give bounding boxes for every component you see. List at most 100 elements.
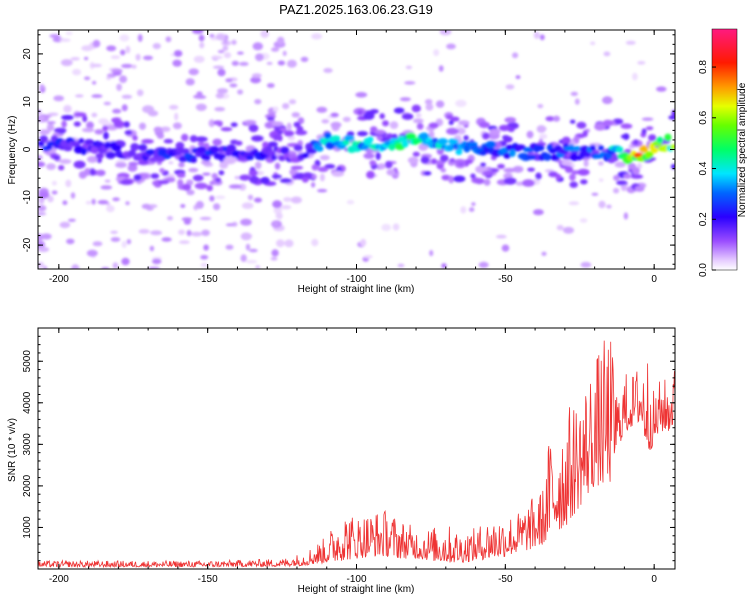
noise-cell: [137, 34, 143, 42]
noise-cell: [238, 183, 247, 191]
noise-cell: [225, 78, 233, 83]
ridge-cell: [323, 132, 332, 139]
band-cell: [431, 158, 437, 165]
ridge-cell: [190, 158, 197, 163]
ridge-cell: [270, 154, 278, 161]
band-cell: [139, 122, 146, 130]
band-cell: [632, 167, 640, 175]
band-cell: [124, 130, 133, 136]
noise-cell: [239, 61, 249, 66]
band-cell: [527, 167, 535, 172]
noise-cell: [249, 248, 258, 253]
ridge-cell: [639, 145, 649, 153]
band-cell: [420, 156, 430, 164]
y-tick-label: 10: [22, 96, 33, 108]
noise-cell: [217, 88, 228, 94]
noise-cell: [570, 91, 578, 96]
noise-cell: [92, 39, 101, 48]
noise-cell: [178, 162, 185, 168]
noise-cell: [211, 55, 223, 60]
colorbar-tick-label: 0.0: [698, 263, 709, 277]
noise-cell: [121, 240, 127, 249]
ridge-cell: [669, 144, 675, 150]
band-cell: [211, 173, 218, 179]
noise-cell: [174, 112, 179, 121]
noise-cell: [266, 83, 275, 88]
noise-cell: [316, 106, 328, 113]
band-cell: [248, 170, 259, 176]
noise-cell: [598, 200, 606, 209]
band-cell: [536, 125, 546, 133]
noise-cell: [110, 237, 121, 242]
noise-cell: [141, 203, 151, 209]
noise-cell: [125, 45, 131, 54]
noise-cell: [97, 200, 109, 205]
x-tick-label: -100: [346, 574, 366, 585]
band-cell: [504, 117, 517, 123]
noise-cell: [111, 68, 123, 74]
noise-cell: [152, 43, 161, 50]
band-cell: [172, 122, 182, 130]
noise-cell: [90, 63, 102, 68]
noise-cell: [112, 108, 122, 114]
colorbar-tick-label: 0.2: [698, 212, 709, 226]
noise-cell: [346, 200, 355, 205]
x-tick-label: -50: [498, 574, 513, 585]
noise-cell: [168, 161, 174, 165]
x-tick-label: -200: [49, 274, 69, 285]
noise-cell: [515, 75, 521, 79]
noise-cell: [203, 244, 209, 251]
noise-cell: [196, 95, 207, 99]
band-cell: [73, 160, 86, 169]
ridge-cell: [90, 146, 99, 154]
band-cell: [369, 109, 379, 114]
ridge-cell: [485, 140, 497, 149]
noise-cell: [317, 189, 328, 193]
y-tick-label: -10: [22, 190, 33, 205]
band-cell: [634, 185, 645, 192]
band-cell: [286, 122, 292, 131]
noise-cell: [511, 52, 519, 59]
ridge-cell: [315, 145, 324, 152]
snr-y-ticks: 1000 2000 3000 4000 5000: [22, 335, 675, 562]
ridge-cell: [306, 147, 317, 154]
band-cell: [82, 127, 95, 133]
ridge-cell: [584, 152, 591, 158]
ridge-cell: [479, 150, 487, 156]
band-cell: [197, 141, 205, 147]
band-cell: [412, 151, 420, 157]
band-cell: [212, 138, 222, 146]
band-cell: [330, 121, 342, 128]
ridge-cell: [138, 143, 148, 152]
noise-cell: [254, 161, 262, 170]
noise-cell: [148, 266, 160, 269]
band-cell: [416, 123, 424, 130]
ridge-cell: [203, 155, 211, 161]
ridge-cell: [661, 144, 669, 152]
spectrogram-cells: [38, 30, 675, 269]
ridge-cell: [597, 145, 605, 151]
band-cell: [440, 167, 447, 173]
noise-cell: [208, 119, 215, 128]
colorbar-tick-label: 0.6: [698, 110, 709, 124]
ridge-cell: [160, 149, 169, 155]
noise-cell: [173, 50, 183, 57]
band-cell: [271, 121, 284, 127]
ridge-cell: [104, 141, 112, 149]
noise-cell: [94, 129, 104, 135]
noise-cell: [505, 84, 515, 90]
band-cell: [160, 126, 171, 132]
noise-cell: [53, 95, 65, 102]
noise-cell: [131, 64, 137, 69]
noise-cell: [213, 203, 221, 211]
noise-cell: [590, 41, 596, 46]
noise-cell: [199, 42, 205, 49]
noise-cell: [110, 230, 118, 234]
band-cell: [598, 161, 604, 166]
noise-cell: [537, 104, 544, 109]
noise-cell: [568, 201, 580, 206]
noise-cell: [237, 51, 244, 55]
ridge-cell: [664, 133, 672, 142]
x-tick-label: 0: [651, 274, 657, 285]
noise-cell: [201, 229, 210, 236]
